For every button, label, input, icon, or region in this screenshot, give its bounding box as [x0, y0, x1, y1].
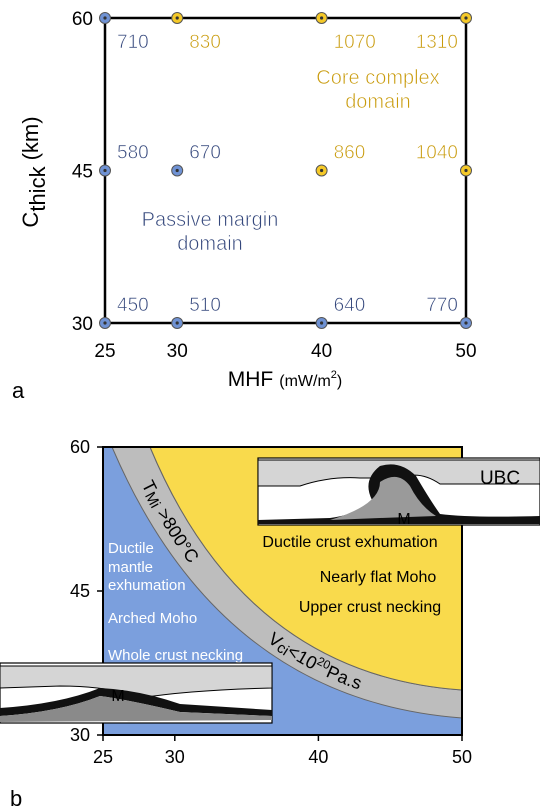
point-label: 640 — [334, 295, 366, 316]
y-tick-label: 60 — [72, 9, 93, 30]
domain-text: exhumation — [108, 577, 186, 594]
x-axis-label-part: ) — [337, 373, 342, 390]
point-center — [464, 169, 467, 172]
y-tick-label: 45 — [72, 162, 93, 183]
x-tick-label: 40 — [308, 747, 328, 767]
point-label: 1070 — [334, 32, 376, 53]
y-tick-label: 60 — [70, 437, 90, 457]
panel-label: a — [12, 378, 25, 403]
point-center — [103, 16, 106, 19]
point-center — [103, 321, 106, 324]
domain-text: Arched Moho — [108, 610, 197, 627]
figure: 25304050304560MHF(mW/m2)Cthick(km)aCore … — [0, 0, 540, 809]
x-axis-label: MHF(mW/m2) — [228, 368, 342, 391]
point-label: 1040 — [416, 143, 458, 164]
point-center — [176, 16, 179, 19]
y-tick-label: 30 — [70, 725, 90, 745]
point-label: 770 — [426, 295, 458, 316]
x-tick-label: 30 — [167, 341, 188, 362]
point-label: 450 — [117, 295, 149, 316]
domain-annotation: Core complex — [316, 67, 439, 89]
point-label: 1310 — [416, 32, 458, 53]
domain-annotation: domain — [177, 233, 243, 255]
x-tick-label: 50 — [452, 747, 472, 767]
domain-annotation: domain — [345, 91, 411, 113]
x-tick-label: 30 — [165, 747, 185, 767]
inset-label: M — [397, 511, 410, 528]
domain-text: Ductile crust exhumation — [262, 534, 437, 551]
point-label: 670 — [189, 143, 221, 164]
domain-text: Whole crust necking — [108, 647, 243, 664]
point-label: 860 — [334, 143, 366, 164]
point-center — [320, 169, 323, 172]
plot-frame — [105, 18, 466, 323]
point-label: 830 — [189, 32, 221, 53]
point-label: 510 — [189, 295, 221, 316]
point-center — [176, 321, 179, 324]
domain-text: Ductile — [108, 540, 154, 557]
point-label: 580 — [117, 143, 149, 164]
x-axis-label-part: (mW/m — [279, 373, 331, 390]
point-label: 710 — [117, 32, 149, 53]
domain-text: Upper crust necking — [299, 599, 441, 616]
x-tick-label: 25 — [93, 747, 113, 767]
y-axis-label-part: (km) — [18, 116, 43, 160]
point-center — [176, 169, 179, 172]
y-tick-label: 30 — [72, 314, 93, 335]
x-tick-label: 40 — [311, 341, 332, 362]
domain-text: mantle — [108, 559, 153, 576]
y-axis-label-part: thick — [25, 165, 50, 211]
domain-text: Nearly flat Moho — [320, 569, 437, 586]
point-center — [103, 169, 106, 172]
point-center — [320, 16, 323, 19]
y-axis-label: Cthick (km) — [18, 116, 50, 227]
point-center — [464, 321, 467, 324]
domain-annotation: Passive margin — [142, 209, 279, 231]
panel-label: b — [10, 786, 22, 809]
x-tick-label: 50 — [455, 341, 476, 362]
inset-label: UBC — [480, 468, 520, 489]
y-axis-label-part: C — [18, 212, 43, 228]
x-axis-label-part: MHF — [228, 368, 274, 391]
point-center — [464, 16, 467, 19]
page: {"chart_data": [ {"type": "scatter", "pa… — [0, 0, 540, 809]
point-center — [320, 321, 323, 324]
y-tick-label: 45 — [70, 581, 90, 601]
inset-label: M — [111, 688, 124, 705]
x-tick-label: 25 — [94, 341, 115, 362]
